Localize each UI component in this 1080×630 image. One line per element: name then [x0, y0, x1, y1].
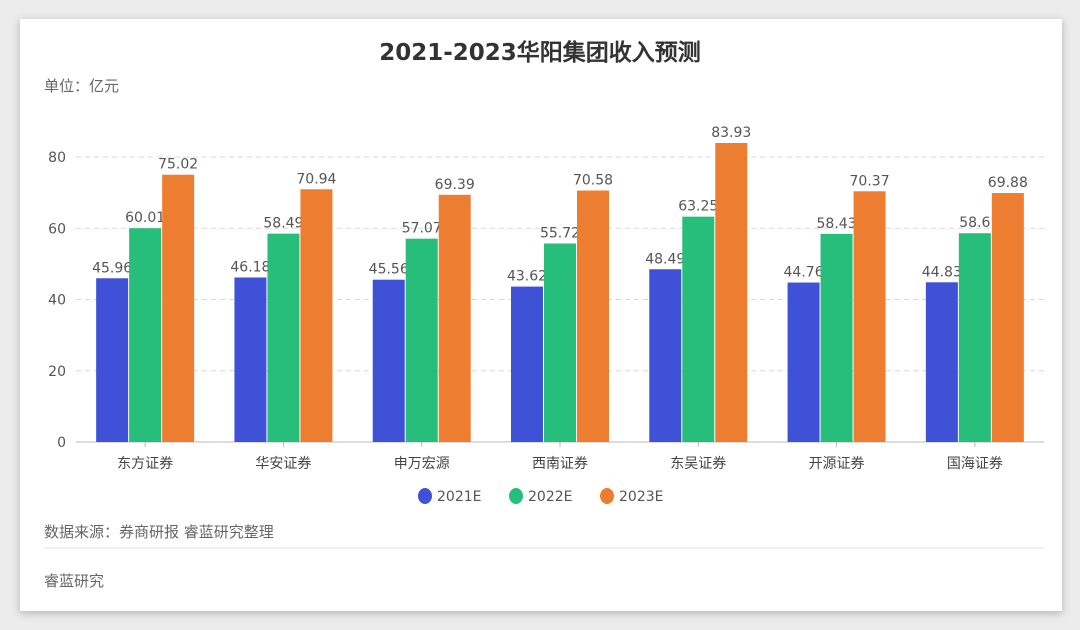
bar-2022E[interactable] — [544, 243, 576, 442]
data-label: 46.18 — [230, 259, 270, 275]
data-label: 83.93 — [711, 125, 751, 141]
data-source: 数据来源：券商研报 睿蓝研究整理 — [44, 523, 274, 541]
y-tick-label: 20 — [48, 364, 66, 380]
bar-2021E[interactable] — [649, 269, 682, 442]
data-label: 57.07 — [402, 221, 442, 237]
unit-label: 单位：亿元 — [44, 77, 119, 95]
data-label: 69.88 — [988, 175, 1028, 191]
chart-title: 2021-2023华阳集团收入预测 — [379, 39, 701, 66]
data-label: 70.94 — [296, 171, 336, 187]
x-tick-label: 国海证券 — [947, 456, 1003, 472]
data-label: 58.43 — [817, 216, 857, 232]
bar-2023E[interactable] — [991, 193, 1024, 442]
bar-2022E[interactable] — [405, 238, 438, 442]
legend-label[interactable]: 2022E — [528, 489, 572, 505]
bar-2022E[interactable] — [820, 233, 853, 442]
data-label: 75.02 — [158, 157, 198, 173]
data-label: 58.49 — [263, 216, 303, 232]
x-tick-label: 申万宏源 — [394, 456, 450, 472]
data-label: 44.76 — [784, 265, 824, 281]
y-tick-label: 80 — [48, 150, 66, 166]
y-tick-label: 40 — [48, 293, 66, 309]
bar-2021E[interactable] — [925, 282, 958, 442]
legend-label[interactable]: 2023E — [619, 489, 663, 505]
bar-2023E[interactable] — [715, 142, 748, 442]
x-tick-label: 华安证券 — [255, 456, 311, 472]
legend-marker — [509, 488, 523, 504]
bar-2022E[interactable] — [682, 216, 715, 442]
bar-2021E[interactable] — [234, 277, 267, 442]
bar-2023E[interactable] — [853, 191, 886, 442]
data-label: 69.39 — [435, 177, 475, 193]
data-label: 60.01 — [125, 210, 165, 226]
bar-2022E[interactable] — [958, 233, 991, 442]
x-tick-label: 西南证券 — [532, 456, 588, 472]
y-tick-label: 0 — [57, 435, 66, 451]
bar-2023E[interactable] — [300, 189, 333, 442]
bar-2023E[interactable] — [438, 194, 471, 442]
data-label: 45.96 — [92, 260, 132, 276]
y-tick-label: 60 — [48, 221, 66, 237]
x-tick-label: 东吴证券 — [670, 456, 726, 472]
x-tick-label: 东方证券 — [117, 456, 173, 472]
data-label: 55.72 — [540, 225, 580, 241]
bar-2023E[interactable] — [577, 190, 609, 442]
bar-2021E[interactable] — [96, 278, 129, 442]
data-label: 43.62 — [507, 269, 547, 285]
legend-marker — [600, 488, 614, 504]
data-label: 45.56 — [369, 262, 409, 278]
bar-2021E[interactable] — [372, 279, 405, 442]
bar-2021E[interactable] — [787, 282, 820, 442]
bar-2023E[interactable] — [162, 174, 195, 442]
x-tick-label: 开源证券 — [809, 456, 865, 472]
data-label: 63.25 — [678, 199, 718, 215]
data-label: 58.6 — [959, 215, 990, 231]
bar-2022E[interactable] — [129, 228, 162, 442]
bar-2022E[interactable] — [267, 233, 300, 442]
data-label: 70.58 — [573, 173, 613, 189]
data-label: 70.37 — [850, 173, 890, 189]
data-label: 48.49 — [645, 251, 685, 267]
brand-label: 睿蓝研究 — [44, 572, 104, 590]
legend-label[interactable]: 2021E — [437, 489, 481, 505]
legend-marker — [418, 488, 432, 504]
bar-2021E[interactable] — [511, 286, 543, 442]
data-label: 44.83 — [922, 264, 962, 280]
